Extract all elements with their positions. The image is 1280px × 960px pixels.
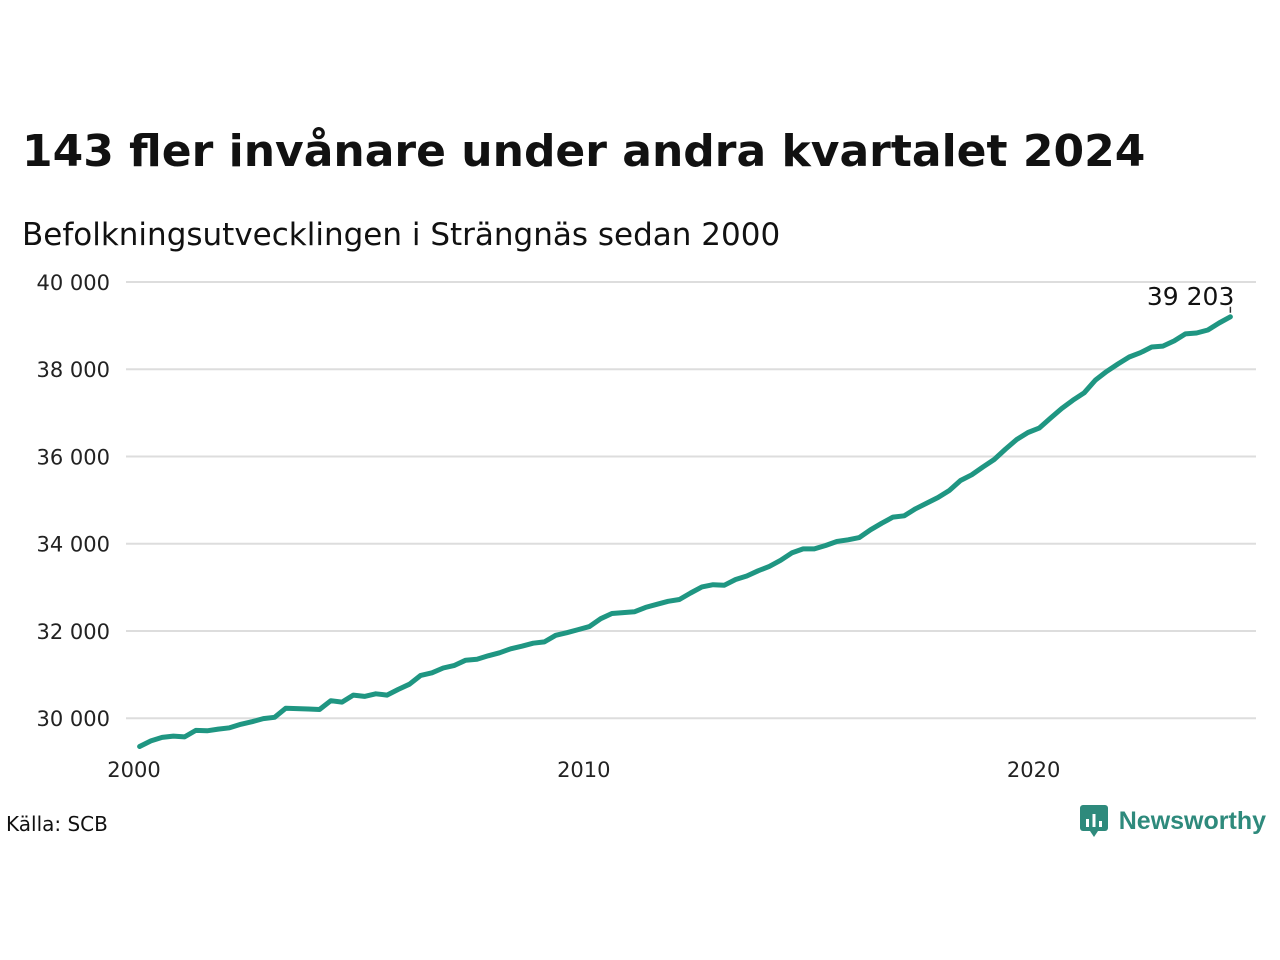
chart-subtitle: Befolkningsutvecklingen i Strängnäs seda… (22, 217, 781, 253)
series-layer (137, 314, 1233, 749)
x-axis-tick-labels: 2000 2010 2020 (107, 758, 1060, 782)
x-tick-label: 2020 (1007, 758, 1060, 782)
x-tick-label: 2000 (107, 758, 160, 782)
brand-name: Newsworthy (1118, 806, 1266, 835)
y-axis-tick-labels: 30 000 32 000 34 000 36 000 38 000 40 000 (37, 271, 110, 731)
population-series-line (137, 314, 1233, 749)
y-tick-label: 30 000 (37, 707, 110, 731)
x-tick-label: 2010 (557, 758, 610, 782)
source-note: Källa: SCB (6, 812, 108, 836)
y-tick-label: 38 000 (37, 358, 110, 382)
y-tick-label: 34 000 (37, 533, 110, 557)
y-tick-label: 32 000 (37, 620, 110, 644)
end-value-label: 39 203 (1147, 282, 1234, 311)
y-tick-label: 40 000 (37, 271, 110, 295)
annotation-layer: 39 203 (1147, 282, 1234, 313)
brand-logo: Newsworthy (1079, 804, 1266, 838)
y-tick-label: 36 000 (37, 445, 110, 469)
newsworthy-logo-icon (1079, 805, 1108, 837)
chart-title: 143 fler invånare under andra kvartalet … (22, 126, 1146, 177)
gridlines (126, 281, 1256, 720)
